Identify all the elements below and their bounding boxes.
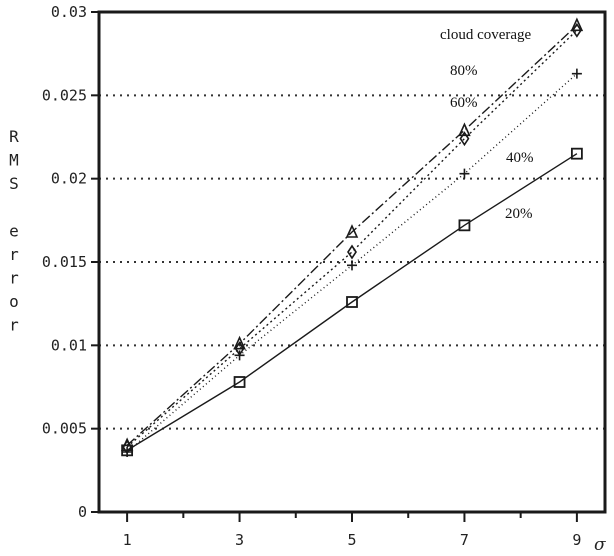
y-tick-label-3: 0.015 [42, 253, 87, 271]
y-axis-label-char-7: r [9, 316, 19, 335]
y-axis-label-char-1: M [9, 151, 19, 170]
series-line-20pct [126, 153, 578, 451]
y-axis-label-char-2: S [9, 174, 19, 193]
data-point-60pct-2 [347, 244, 357, 260]
x-tick-label-1: 3 [235, 531, 244, 549]
y-axis-label-char-5: r [9, 269, 19, 288]
data-point-40pct-4 [571, 68, 582, 79]
data-point-80pct-1 [233, 335, 246, 350]
series-label-40pct: 40% [506, 150, 534, 166]
data-point-20pct-1 [233, 376, 246, 388]
data-point-80pct-4 [570, 17, 584, 32]
data-point-20pct-2 [346, 296, 358, 308]
legend-title: cloud coverage [440, 27, 532, 43]
data-point-20pct-0 [121, 444, 134, 457]
data-point-80pct-2 [345, 224, 359, 238]
data-point-60pct-4 [571, 22, 582, 38]
series-label-60pct: 60% [450, 95, 478, 111]
y-axis-label-char-3: e [9, 222, 19, 241]
x-tick-label-0: 1 [123, 531, 132, 549]
y-axis-label-char-6: o [9, 292, 19, 311]
series-line-80pct [126, 24, 578, 446]
data-point-20pct-3 [458, 219, 471, 232]
x-tick-label-4: 9 [572, 531, 581, 549]
y-axis-label-char-0: R [9, 127, 19, 146]
x-tick-label-2: 5 [347, 531, 356, 549]
x-axis-label: σ [594, 535, 606, 555]
y-tick-label-4: 0.02 [51, 170, 87, 188]
data-point-40pct-3 [459, 168, 470, 179]
series-label-80pct: 80% [450, 63, 478, 79]
data-point-80pct-3 [458, 122, 471, 137]
y-tick-label-0: 0 [78, 503, 87, 521]
y-tick-label-6: 0.03 [51, 3, 87, 21]
series-label-20pct: 20% [505, 206, 533, 222]
x-tick-label-3: 7 [460, 531, 469, 549]
data-point-60pct-3 [459, 131, 470, 147]
y-tick-label-2: 0.01 [51, 336, 87, 354]
data-point-40pct-2 [347, 260, 357, 271]
y-tick-label-5: 0.025 [42, 86, 87, 104]
y-tick-label-1: 0.005 [42, 420, 87, 438]
data-point-40pct-1 [234, 350, 245, 361]
y-axis-label-char-4: r [9, 245, 19, 264]
data-point-20pct-4 [570, 147, 583, 160]
